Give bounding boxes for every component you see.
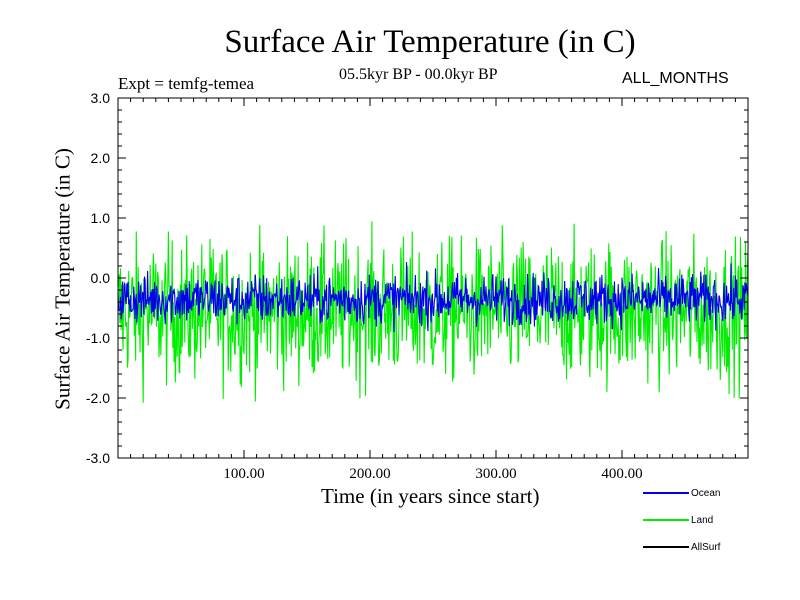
legend-label-allsurf: AllSurf (691, 542, 721, 553)
series-line-ocean (117, 262, 749, 333)
series-line-land (117, 221, 749, 403)
x-tick-label: 300.00 (475, 466, 516, 482)
y-tick-label: -1.0 (86, 330, 110, 346)
experiment-label: Expt = temfg-temea (118, 74, 255, 93)
y-tick-label: 0.0 (91, 270, 111, 286)
x-tick-label: 100.00 (223, 466, 264, 482)
y-tick-label: -3.0 (86, 450, 110, 466)
y-tick-label: 2.0 (91, 150, 111, 166)
y-tick-label: -2.0 (86, 390, 110, 406)
x-axis-label: Time (in years since start) (321, 484, 540, 508)
chart-subtitle: 05.5kyr BP - 00.0kyr BP (339, 66, 498, 83)
legend-label-ocean: Ocean (691, 488, 720, 499)
x-tick-label: 200.00 (349, 466, 390, 482)
x-tick-label: 400.00 (601, 466, 642, 482)
legend-label-land: Land (691, 515, 713, 526)
y-tick-label: 1.0 (91, 210, 111, 226)
period-label: ALL_MONTHS (622, 70, 729, 87)
y-tick-label: 3.0 (91, 90, 111, 106)
chart-title: Surface Air Temperature (in C) (224, 24, 636, 60)
